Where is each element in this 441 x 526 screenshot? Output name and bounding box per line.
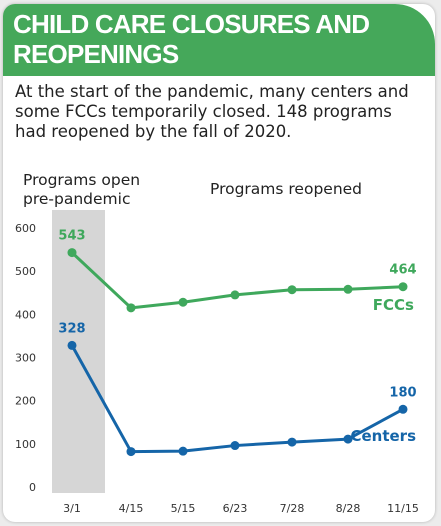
chart-title: CHILD CARE CLOSURES AND REOPENINGS [13, 9, 370, 69]
data-point-fcc [287, 285, 297, 295]
series-centers: 328 180 Centers [58, 321, 417, 457]
series-name-centers: Centers [350, 427, 416, 445]
infographic-card: CHILD CARE CLOSURES AND REOPENINGS At th… [3, 4, 435, 522]
data-point-centers [178, 446, 188, 456]
data-label-centers: 180 [389, 385, 416, 400]
y-tick-label: 500 [15, 265, 36, 278]
data-point-fcc [67, 248, 77, 258]
x-tick-label: 4/15 [119, 502, 144, 515]
series-line-fcc [70, 251, 405, 310]
section-label-pre-line2: pre-pandemic [23, 190, 130, 208]
data-point-fcc [343, 284, 353, 294]
data-point-fcc [398, 282, 408, 292]
data-label-fcc: 464 [389, 263, 416, 278]
x-tick-label: 8/28 [336, 502, 361, 515]
x-tick-label: 5/15 [171, 502, 196, 515]
series-layer: 543 464 FCCs 328 180 Centers [58, 229, 417, 457]
series-name-fcc: FCCs [373, 296, 414, 314]
pre-pandemic-shading [52, 210, 105, 493]
y-tick-label: 600 [15, 222, 36, 235]
section-label-post: Programs reopened [210, 180, 362, 198]
data-point-fcc [178, 297, 188, 307]
data-point-fcc [230, 290, 240, 300]
y-tick-label: 400 [15, 308, 36, 321]
data-point-centers [398, 404, 408, 414]
y-tick-label: 0 [29, 481, 36, 494]
x-tick-label: 6/23 [223, 502, 248, 515]
section-label-pre-line1: Programs open [23, 171, 140, 189]
data-point-centers [230, 441, 240, 451]
y-tick-label: 200 [15, 395, 36, 408]
data-label-fcc: 543 [58, 229, 85, 244]
chart-subtitle: At the start of the pandemic, many cente… [15, 82, 409, 141]
title-banner: CHILD CARE CLOSURES AND REOPENINGS [3, 4, 435, 76]
data-label-centers: 328 [58, 321, 85, 336]
y-tick-label: 100 [15, 438, 36, 451]
data-point-centers [126, 447, 136, 457]
y-tick-label: 300 [15, 352, 36, 365]
line-chart: Programs open pre-pandemic Programs reop… [15, 171, 419, 515]
data-point-centers [343, 434, 353, 444]
data-point-centers [67, 340, 77, 350]
x-tick-label: 11/15 [387, 502, 419, 515]
x-tick-label: 7/28 [280, 502, 305, 515]
data-point-centers [287, 437, 297, 447]
chart-axes: 0 100 200 300 400 500 600 3/1 4/15 5/15 6/23 7/28 8/… [15, 222, 419, 515]
series-fcc: 543 464 FCCs [58, 229, 416, 314]
data-point-fcc [126, 303, 136, 313]
x-tick-label: 3/1 [63, 502, 81, 515]
